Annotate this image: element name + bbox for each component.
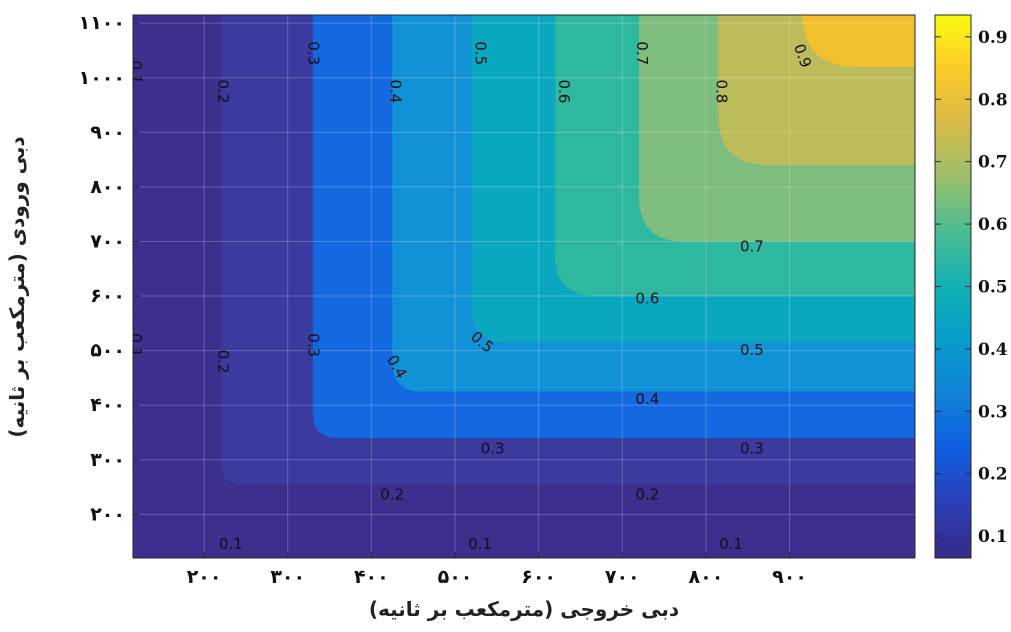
contour-label: 0.4 bbox=[635, 390, 659, 408]
x-tick-label: ۳۰۰ bbox=[270, 566, 305, 588]
y-tick-label: ۱۱۰۰ bbox=[79, 12, 125, 34]
contour-label: 0.1 bbox=[127, 333, 145, 357]
y-tick-label: ۴۰۰ bbox=[90, 394, 125, 416]
colorbar: 0.1 0.2 0.3 0.4 0.5 0.6 0.7 0.8 0.9 bbox=[934, 14, 1008, 559]
contour-label: 0.2 bbox=[214, 79, 232, 103]
colorbar-tick-label: 0.6 bbox=[978, 215, 1008, 235]
contour-region bbox=[802, 15, 915, 67]
plot-frame bbox=[132, 14, 916, 559]
y-tick-label: ۲۰۰ bbox=[90, 503, 125, 525]
y-tick-label: ۹۰۰ bbox=[90, 121, 125, 143]
contour-label: 0.1 bbox=[719, 535, 743, 553]
x-tick-label: ۲۰۰ bbox=[187, 566, 222, 588]
y-tick-label: ۷۰۰ bbox=[90, 230, 125, 252]
x-axis-label: دبی خروجی (مترمکعب بر ثانیه) bbox=[369, 597, 679, 621]
contour-label: 0.1 bbox=[127, 60, 145, 84]
contour-label: 0.2 bbox=[214, 350, 232, 374]
y-tick-label: ۸۰۰ bbox=[90, 176, 125, 198]
contour-label: 0.8 bbox=[712, 79, 730, 103]
x-tick-label: ۵۰۰ bbox=[438, 566, 473, 588]
colorbar-tick-label: 0.3 bbox=[978, 402, 1008, 422]
colorbar-tick-label: 0.8 bbox=[978, 90, 1008, 110]
x-tick-label: ۸۰۰ bbox=[689, 566, 724, 588]
contour-regions bbox=[221, 0, 975, 485]
y-tick-label: ۶۰۰ bbox=[90, 285, 125, 307]
contour-label: 0.6 bbox=[635, 289, 659, 307]
plot-area: 0.10.20.30.40.50.60.70.80.90.10.20.30.40… bbox=[127, 0, 975, 558]
grid bbox=[133, 15, 915, 558]
colorbar-tick-label: 0.2 bbox=[978, 465, 1008, 485]
x-tick-label: ۶۰۰ bbox=[521, 566, 556, 588]
x-tick-label: ۹۰۰ bbox=[772, 566, 807, 588]
contour-label: 0.4 bbox=[386, 79, 404, 103]
contour-label: 0.5 bbox=[472, 41, 490, 65]
y-tick-label: ۱۰۰۰ bbox=[79, 67, 125, 89]
contour-label: 0.2 bbox=[635, 486, 659, 504]
contour-label: 0.3 bbox=[304, 333, 322, 357]
colorbar-tick-label: 0.5 bbox=[978, 278, 1008, 298]
contour-label: 0.3 bbox=[304, 41, 322, 65]
x-tick-label: ۷۰۰ bbox=[605, 566, 640, 588]
contour-label: 0.3 bbox=[740, 439, 764, 457]
x-ticks: ۲۰۰ ۳۰۰ ۴۰۰ ۵۰۰ ۶۰۰ ۷۰۰ ۸۰۰ ۹۰۰ bbox=[187, 552, 807, 588]
y-ticks: ۲۰۰ ۳۰۰ ۴۰۰ ۵۰۰ ۶۰۰ ۷۰۰ ۸۰۰ ۹۰۰ ۱۰۰۰ ۱۱۰۰ bbox=[79, 12, 139, 525]
contour-label: 0.3 bbox=[481, 439, 505, 457]
y-tick-label: ۵۰۰ bbox=[90, 340, 125, 362]
contour-region bbox=[915, 0, 975, 15]
contour-label: 0.2 bbox=[380, 486, 404, 504]
contour-labels: 0.10.20.30.40.50.60.70.80.90.10.20.30.40… bbox=[127, 41, 815, 553]
contour-label: 0.7 bbox=[633, 41, 651, 65]
contour-label: 0.1 bbox=[219, 535, 243, 553]
contour-label: 0.6 bbox=[555, 79, 573, 103]
contour-label: 0.5 bbox=[740, 341, 764, 359]
colorbar-tick-label: 0.1 bbox=[978, 527, 1008, 547]
colorbar-ticks: 0.1 0.2 0.3 0.4 0.5 0.6 0.7 0.8 0.9 bbox=[935, 28, 1008, 547]
contour-label: 0.7 bbox=[740, 237, 764, 255]
colorbar-tick-label: 0.7 bbox=[978, 153, 1008, 173]
colorbar-tick-label: 0.9 bbox=[978, 28, 1008, 48]
y-tick-label: ۳۰۰ bbox=[90, 449, 125, 471]
y-axis-label: دبی ورودی (مترمکعب بر ثانیه) bbox=[5, 136, 29, 437]
x-tick-label: ۴۰۰ bbox=[354, 566, 389, 588]
colorbar-tick-label: 0.4 bbox=[978, 340, 1008, 360]
contour-label: 0.1 bbox=[468, 535, 492, 553]
